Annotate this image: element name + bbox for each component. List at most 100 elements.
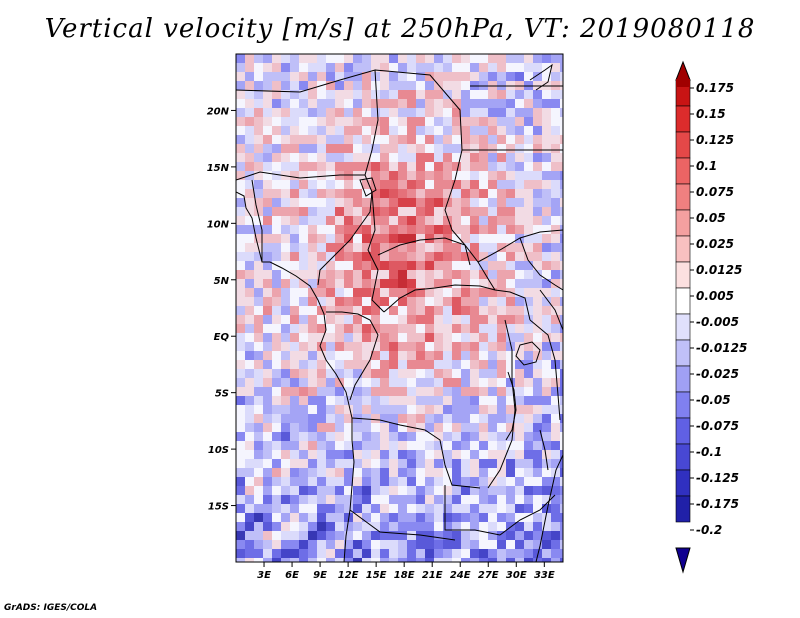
field-cell [560,288,563,297]
field-cell [425,63,434,72]
field-cell [362,522,371,531]
field-cell [497,333,506,342]
field-cell [398,414,407,423]
field-cell [281,378,290,387]
field-cell [551,180,560,189]
field-cell [290,450,299,459]
field-cell [470,108,479,117]
field-cell [281,189,290,198]
field-cell [416,162,425,171]
field-cell [488,504,497,513]
field-cell [290,459,299,468]
field-cell [416,558,425,562]
field-cell [326,360,335,369]
field-cell [272,360,281,369]
field-cell [542,486,551,495]
field-cell [434,495,443,504]
field-cell [434,333,443,342]
field-cell [389,540,398,549]
field-cell [479,495,488,504]
field-cell [389,189,398,198]
field-cell [515,540,524,549]
field-cell [443,423,452,432]
field-cell [335,99,344,108]
field-cell [533,243,542,252]
field-cell [317,207,326,216]
field-cell [533,486,542,495]
field-cell [434,432,443,441]
field-cell [353,495,362,504]
field-cell [434,126,443,135]
field-cell [299,333,308,342]
field-cell [515,135,524,144]
field-cell [560,405,563,414]
field-cell [524,54,533,63]
field-cell [506,531,515,540]
field-cell [497,369,506,378]
field-cell [542,90,551,99]
field-cell [533,99,542,108]
field-cell [353,468,362,477]
field-cell [479,297,488,306]
field-cell [308,198,317,207]
field-cell [506,477,515,486]
field-cell [434,405,443,414]
field-cell [290,72,299,81]
field-cell [488,90,497,99]
field-cell [515,522,524,531]
field-cell [344,504,353,513]
field-cell [371,54,380,63]
field-cell [488,162,497,171]
field-cell [407,459,416,468]
field-cell [461,432,470,441]
colorbar-label: -0.1 [696,445,722,459]
field-cell [470,522,479,531]
field-cell [308,477,317,486]
field-cell [371,153,380,162]
field-cell [335,477,344,486]
field-cell [398,108,407,117]
border-uganda [494,289,531,321]
field-cell [272,270,281,279]
field-cell [398,315,407,324]
field-cell [488,486,497,495]
field-cell [524,495,533,504]
field-cell [524,540,533,549]
field-cell [488,270,497,279]
field-cell [407,477,416,486]
field-cell [245,297,254,306]
field-cell [272,279,281,288]
field-cell [425,486,434,495]
field-cell [272,522,281,531]
field-cell [524,477,533,486]
border-zimbabwe [499,494,556,536]
field-cell [461,504,470,513]
field-cell [515,396,524,405]
field-cell [551,297,560,306]
field-cell [308,261,317,270]
field-cell [281,90,290,99]
field-cell [407,243,416,252]
field-cell [560,297,563,306]
field-cell [470,342,479,351]
border-congo [349,334,379,401]
field-cell [524,306,533,315]
field-cell [326,225,335,234]
field-cell [542,207,551,216]
field-cell [272,153,281,162]
field-cell [533,495,542,504]
field-cell [353,477,362,486]
field-cell [353,459,362,468]
field-cell [245,378,254,387]
field-cell [506,171,515,180]
field-cell [452,342,461,351]
field-cell [452,531,461,540]
field-cell [308,288,317,297]
colorbar-swatch [675,131,691,159]
field-cell [326,243,335,252]
field-cell [254,216,263,225]
field-cell [335,495,344,504]
field-cell [461,216,470,225]
field-cell [317,99,326,108]
field-cell [452,459,461,468]
